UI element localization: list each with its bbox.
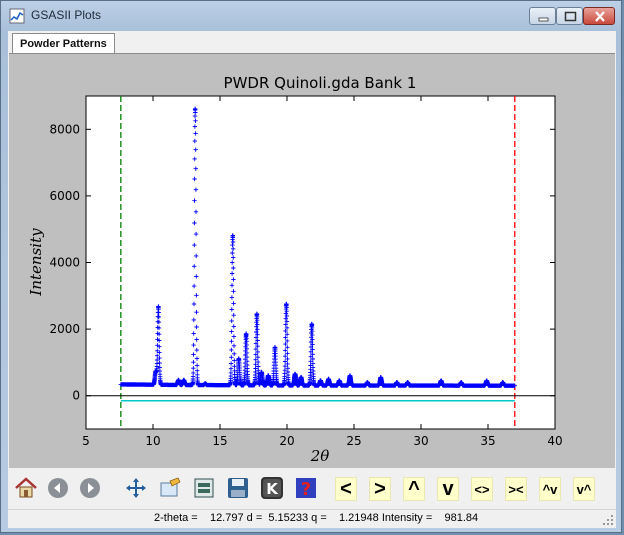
home-button[interactable] (13, 475, 39, 501)
chart-title: PWDR Quinoli.gda Bank 1 (224, 74, 417, 92)
shrink-x-button[interactable]: >< (505, 477, 527, 501)
y-tick-label: 0 (72, 389, 80, 403)
x-tick-label: 25 (346, 434, 361, 448)
forward-arrow-icon (80, 478, 100, 498)
plot-area[interactable] (85, 95, 556, 430)
peak-point (203, 381, 208, 387)
x-tick-label: 40 (547, 434, 562, 448)
y-tick-label: 8000 (49, 122, 80, 136)
peak-point (259, 370, 264, 375)
peak-point (243, 331, 249, 337)
close-icon (595, 11, 605, 22)
y-tick-label: 6000 (49, 189, 80, 203)
question-mark-icon: ? (296, 478, 316, 500)
status-bar: 2-theta = 12.797 d = 5.15233 q = 1.21948… (8, 509, 616, 528)
minimize-icon (538, 17, 549, 22)
expand-y-button[interactable]: ^v (539, 477, 561, 501)
x-tick-label: 15 (212, 434, 227, 448)
peak-point (326, 376, 331, 382)
peak-point (484, 378, 489, 383)
tab-powder-patterns[interactable]: Powder Patterns (12, 33, 115, 53)
save-button[interactable] (225, 475, 251, 501)
app-icon (9, 8, 25, 24)
shift-down-button[interactable]: v (437, 477, 459, 501)
forward-button[interactable] (77, 475, 103, 501)
peak-point (254, 311, 260, 317)
back-button[interactable] (45, 475, 71, 501)
peak-point (193, 107, 198, 112)
title-bar[interactable]: GSASII Plots (1, 1, 621, 31)
peak-point (284, 301, 289, 307)
zoom-rect-icon (160, 477, 181, 497)
x-axis-label: 2θ (310, 447, 330, 465)
maximize-icon (564, 11, 577, 22)
x-tick-label: 30 (413, 434, 428, 448)
close-button[interactable] (583, 7, 615, 25)
y-tick-label: 2000 (49, 322, 80, 336)
peak-point (230, 233, 235, 239)
expand-x-button[interactable]: <> (471, 477, 493, 501)
peak-point (500, 380, 505, 385)
peak-point (394, 380, 400, 385)
shift-left-button[interactable]: < (335, 477, 357, 501)
data-points (118, 106, 517, 388)
peak-point (318, 378, 323, 383)
move-arrows-icon (126, 478, 146, 498)
peak-point (266, 373, 271, 378)
client-area: Powder Patterns PWDR Quinoli.gda Bank 1 … (8, 31, 616, 528)
peak-point (236, 356, 241, 362)
shift-up-button[interactable]: ^ (403, 477, 425, 501)
y-axis-label: Intensity (27, 228, 45, 297)
peak-point (156, 305, 161, 310)
powder-pattern-plot[interactable]: PWDR Quinoli.gda Bank 1 2θ Intensity 5 10… (9, 54, 615, 468)
reference-lines (86, 96, 555, 429)
peak-point (438, 378, 444, 383)
peak-point (153, 370, 158, 375)
x-tick-label: 10 (145, 434, 160, 448)
peak-point (272, 345, 278, 350)
key-button[interactable]: K (259, 475, 285, 501)
k-key-icon: K (261, 477, 283, 499)
window-title: GSASII Plots (31, 8, 102, 22)
cursor-readout: 2-theta = 12.797 d = 5.15233 q = 1.21948… (154, 512, 479, 524)
svg-text:?: ? (301, 479, 311, 500)
shrink-y-button[interactable]: v^ (573, 477, 595, 501)
maximize-button[interactable] (556, 7, 583, 25)
plot-toolbar: K ? < > ^ v <> >< ^v v^ (8, 468, 616, 510)
peak-point (337, 378, 342, 383)
peak-point (365, 380, 370, 385)
peak-point (347, 373, 353, 378)
y-tick-label: 4000 (49, 256, 80, 270)
zoom-button[interactable] (157, 475, 183, 501)
home-icon (15, 477, 37, 498)
peak-point (459, 380, 464, 385)
help-button[interactable]: ? (293, 475, 319, 501)
resize-grip-icon[interactable] (602, 514, 614, 526)
peak-point (292, 371, 298, 377)
x-tick-label: 35 (480, 434, 495, 448)
peak-point (181, 378, 187, 383)
shift-right-button[interactable]: > (369, 477, 391, 501)
peak-point (309, 321, 314, 327)
svg-text:K: K (266, 480, 279, 498)
minimize-button[interactable] (529, 7, 556, 25)
pan-button[interactable] (123, 475, 149, 501)
x-tick-label: 20 (279, 434, 294, 448)
axis-ticks: 5 10 15 20 25 30 35 40 0 2000 4000 6000 8000 (49, 96, 563, 448)
tab-strip: Powder Patterns (8, 31, 616, 53)
x-tick-label: 5 (82, 434, 90, 448)
peak-point (405, 380, 410, 385)
configure-subplots-icon (194, 478, 214, 498)
back-arrow-icon (48, 478, 68, 498)
peak-point (298, 375, 304, 380)
peak-point (176, 378, 181, 383)
plot-canvas[interactable]: PWDR Quinoli.gda Bank 1 2θ Intensity 5 10… (9, 53, 615, 468)
configure-button[interactable] (191, 475, 217, 501)
floppy-disk-icon (228, 478, 248, 498)
peak-point (378, 375, 383, 380)
